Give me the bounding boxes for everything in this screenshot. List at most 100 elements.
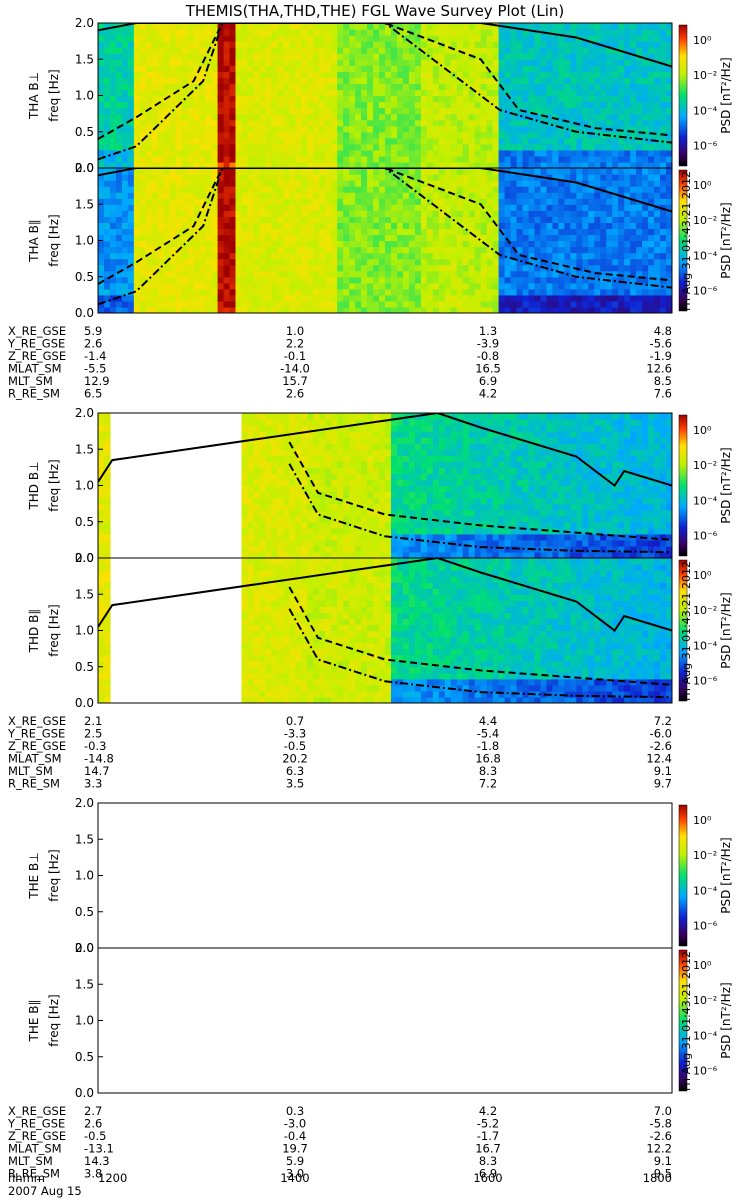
spectrogram-cell [379,210,386,217]
spectrogram-cell [169,71,177,78]
spectrogram-cell [157,101,165,109]
spectrogram-cell [145,282,153,290]
spectrogram-cell [103,473,111,481]
spectrogram-cell [235,59,243,66]
ephemeris-value: -5.6 [650,337,672,351]
spectrogram-cell [408,53,416,60]
spectrogram-cell [253,35,261,42]
spectrogram-cell [205,77,213,85]
spectrogram-cell [576,113,583,121]
spectrogram-cell [241,131,249,139]
spectrogram-cell [187,83,195,91]
spectrogram-cell [630,276,637,284]
spectrogram-cell [343,228,350,236]
spectrogram-cell [414,300,422,308]
spectrogram-cell [373,216,380,223]
spectrogram-cell [157,35,165,42]
spectrogram-cell [426,119,434,127]
spectrogram-cell [199,306,207,313]
spectrogram-cell [528,113,536,121]
spectrogram-cell [235,125,243,133]
spectrogram-cell [516,192,524,199]
spectrogram-cell [588,294,595,302]
spectrogram-cell [432,288,440,296]
spectrogram-cell [576,143,583,151]
spectrogram-cell [612,306,619,313]
spectrogram-cell [235,65,243,72]
spectrogram-cell [343,198,350,205]
spectrogram-cell [169,288,177,296]
spectrogram-cell [468,240,476,248]
spectrogram-cell [528,204,536,211]
spectrogram-cell [283,29,290,36]
spectrogram-cell [594,29,601,36]
spectrogram-cell [534,180,542,187]
spectrogram-cell [115,264,123,272]
spectrogram-cell [522,101,530,109]
spectrogram-cell [666,222,672,230]
spectrogram-cell [414,29,422,36]
spectrogram-cell [217,276,225,284]
spectrogram-cell [343,125,350,133]
spectrogram-cell [492,107,500,115]
spectrogram-cell [367,306,374,313]
spectrogram-cell [229,216,237,223]
spectrogram-cell [355,192,362,199]
spectrogram-cell [121,59,129,66]
spectrogram-cell [367,210,374,217]
spectrogram-cell [498,53,506,60]
spectrogram-cell [145,71,153,78]
spectrogram-cell [319,252,326,260]
spectrogram-cell [295,35,302,42]
spectrogram-cell [588,53,595,60]
spectrogram-cell [438,300,446,308]
spectrogram-cell [492,180,500,187]
spectrogram-cell [175,300,183,308]
spectrogram-cell [558,174,565,181]
spectrogram-cell [247,83,255,91]
spectrogram-cell [606,53,613,60]
spectrogram-cell [301,35,308,42]
spectrogram-cell [199,53,207,60]
spectrogram-cell [343,161,350,168]
spectrogram-cell [379,216,386,223]
spectrogram-cell [325,71,332,78]
spectrogram-cell [259,216,267,223]
spectrogram-cell [582,204,589,211]
spectrogram-cell [109,282,117,290]
spectrogram-cell [103,234,111,242]
spectrogram-cell [187,155,195,163]
spectrogram-cell [115,282,123,290]
spectrogram-cell [199,125,207,133]
spectrogram-cell [187,77,195,85]
spectrogram-cell [468,180,476,187]
spectrogram-cell [355,155,362,163]
spectrogram-cell [241,455,249,462]
spectrogram-cell [546,204,554,211]
spectrogram-cell [480,246,488,254]
spectrogram-cell [319,180,326,187]
spectrogram-cell [420,47,428,54]
spectrogram-cell [121,23,129,30]
spectrogram-cell [474,192,482,199]
spectrogram-cell [235,246,243,254]
spectrogram-cell [157,234,165,242]
spectrogram-cell [570,276,577,284]
spectrogram-cell [570,77,577,85]
spectrogram-cell [438,192,446,199]
spectrogram-cell [103,149,111,157]
spectrogram-cell [169,174,177,181]
spectrogram-cell [259,521,267,529]
spectrogram-cell [438,210,446,217]
spectrogram-cell [355,180,362,187]
spectrogram-cell [456,53,464,60]
spectrogram-cell [420,270,428,278]
spectrogram-cell [151,174,159,181]
spectrogram-cell [361,41,368,48]
spectrogram-cell [576,95,583,103]
spectrogram-cell [109,143,117,151]
spectrogram-cell [169,77,177,85]
spectrogram-cell [217,47,225,54]
spectrogram-cell [480,101,488,109]
spectrogram-cell [534,282,542,290]
